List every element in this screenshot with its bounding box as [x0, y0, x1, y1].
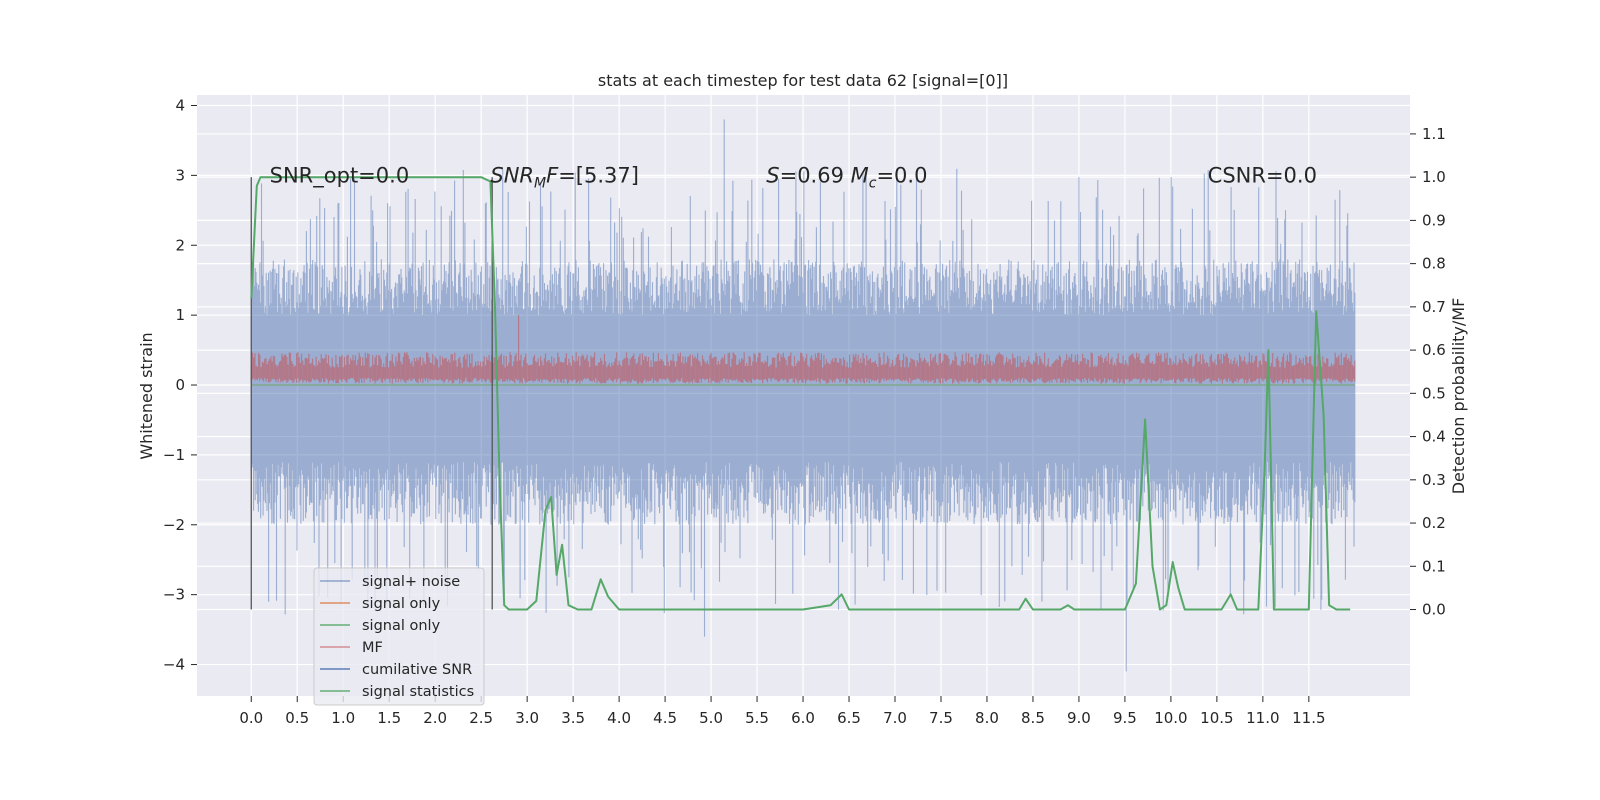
annotation-snr-mf: SNRMF=[5.37] — [490, 163, 639, 191]
x-tick-label: 5.5 — [745, 709, 769, 727]
annotation-snr-opt: SNR_opt=0.0 — [270, 163, 410, 188]
y-right-tick-label: 1.0 — [1422, 168, 1446, 186]
legend-label: cumilative SNR — [362, 662, 472, 678]
y-tick-label: −4 — [163, 656, 185, 674]
annotation-layer: SNR_opt=0.0 SNRMF=[5.37] S=0.69 Mc=0.0 CSNR… — [270, 163, 1317, 191]
legend-label: signal statistics — [362, 684, 474, 700]
annotation-s-mc: S=0.69 Mc=0.0 — [766, 163, 927, 191]
x-tick-label: 11.0 — [1246, 709, 1279, 727]
x-tick-label: 3.0 — [515, 709, 539, 727]
y-tick-label: −2 — [163, 516, 185, 534]
y-tick-label: 2 — [175, 236, 185, 254]
x-tick-label: 1.5 — [377, 709, 401, 727]
y-right-tick-label: 0.2 — [1422, 514, 1446, 532]
x-tick-label: 11.5 — [1292, 709, 1325, 727]
x-tick-label: 2.5 — [469, 709, 493, 727]
y-axis-right-label: Detection probability/MF — [1449, 298, 1468, 495]
legend-label: signal only — [362, 596, 441, 612]
chart-title: stats at each timestep for test data 62 … — [598, 71, 1008, 90]
x-tick-label: 6.0 — [791, 709, 815, 727]
x-tick-label: 7.5 — [929, 709, 953, 727]
y-tick-label: 4 — [175, 96, 185, 114]
x-tick-label: 10.0 — [1154, 709, 1187, 727]
y-tick-label: −1 — [163, 446, 185, 464]
y-tick-label: 1 — [175, 306, 185, 324]
y-tick-label: 0 — [175, 376, 185, 394]
annotation-csnr: CSNR=0.0 — [1208, 163, 1317, 187]
y-right-tick-label: 0.8 — [1422, 255, 1446, 273]
x-tick-label: 10.5 — [1200, 709, 1233, 727]
y-right-tick-label: 0.9 — [1422, 211, 1446, 229]
series-layer — [250, 119, 1356, 672]
x-tick-label: 4.0 — [607, 709, 631, 727]
y-right-tick-label: 0.7 — [1422, 298, 1446, 316]
x-tick-label: 7.0 — [883, 709, 907, 727]
y-right-tick-label: 0.4 — [1422, 428, 1446, 446]
x-tick-label: 3.5 — [561, 709, 585, 727]
y-right-tick-label: 0.0 — [1422, 601, 1446, 619]
y-right-tick-label: 0.6 — [1422, 341, 1446, 359]
legend-label: signal+ noise — [362, 574, 460, 590]
x-tick-label: 8.5 — [1021, 709, 1045, 727]
legend: signal+ noise signal only signal only MF cum… — [313, 567, 485, 706]
legend-label: signal only — [362, 618, 441, 634]
series-signal-statistics — [250, 176, 1351, 611]
y-right-tick-label: 0.5 — [1422, 384, 1446, 402]
y-right-tick-label: 0.1 — [1422, 557, 1446, 575]
x-tick-label: 9.5 — [1113, 709, 1137, 727]
x-tick-label: 4.5 — [653, 709, 677, 727]
y-right-tick-label: 1.1 — [1422, 125, 1446, 143]
x-tick-label: 6.5 — [837, 709, 861, 727]
x-tick-label: 8.0 — [975, 709, 999, 727]
axis-layer: 0.0 0.5 1.0 1.5 2.0 2.5 3.0 3.5 4.0 4.5 5.0 5.5 6.0 6… — [163, 96, 1446, 727]
x-tick-label: 0.0 — [239, 709, 263, 727]
x-tick-label: 5.0 — [699, 709, 723, 727]
y-right-tick-label: 0.3 — [1422, 471, 1446, 489]
legend-label: MF — [362, 640, 383, 656]
y-axis-label: Whitened strain — [137, 332, 156, 459]
x-tick-label: 2.0 — [423, 709, 447, 727]
legend-box — [313, 567, 485, 706]
x-tick-label: 9.0 — [1067, 709, 1091, 727]
y-tick-label: 3 — [175, 166, 185, 184]
x-tick-label: 1.0 — [331, 709, 355, 727]
x-tick-label: 0.5 — [285, 709, 309, 727]
y-tick-label: −3 — [163, 586, 185, 604]
